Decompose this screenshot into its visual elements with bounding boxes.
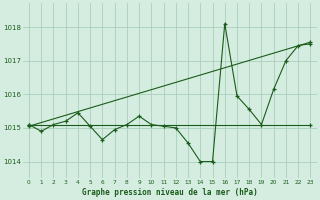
X-axis label: Graphe pression niveau de la mer (hPa): Graphe pression niveau de la mer (hPa) bbox=[82, 188, 258, 197]
